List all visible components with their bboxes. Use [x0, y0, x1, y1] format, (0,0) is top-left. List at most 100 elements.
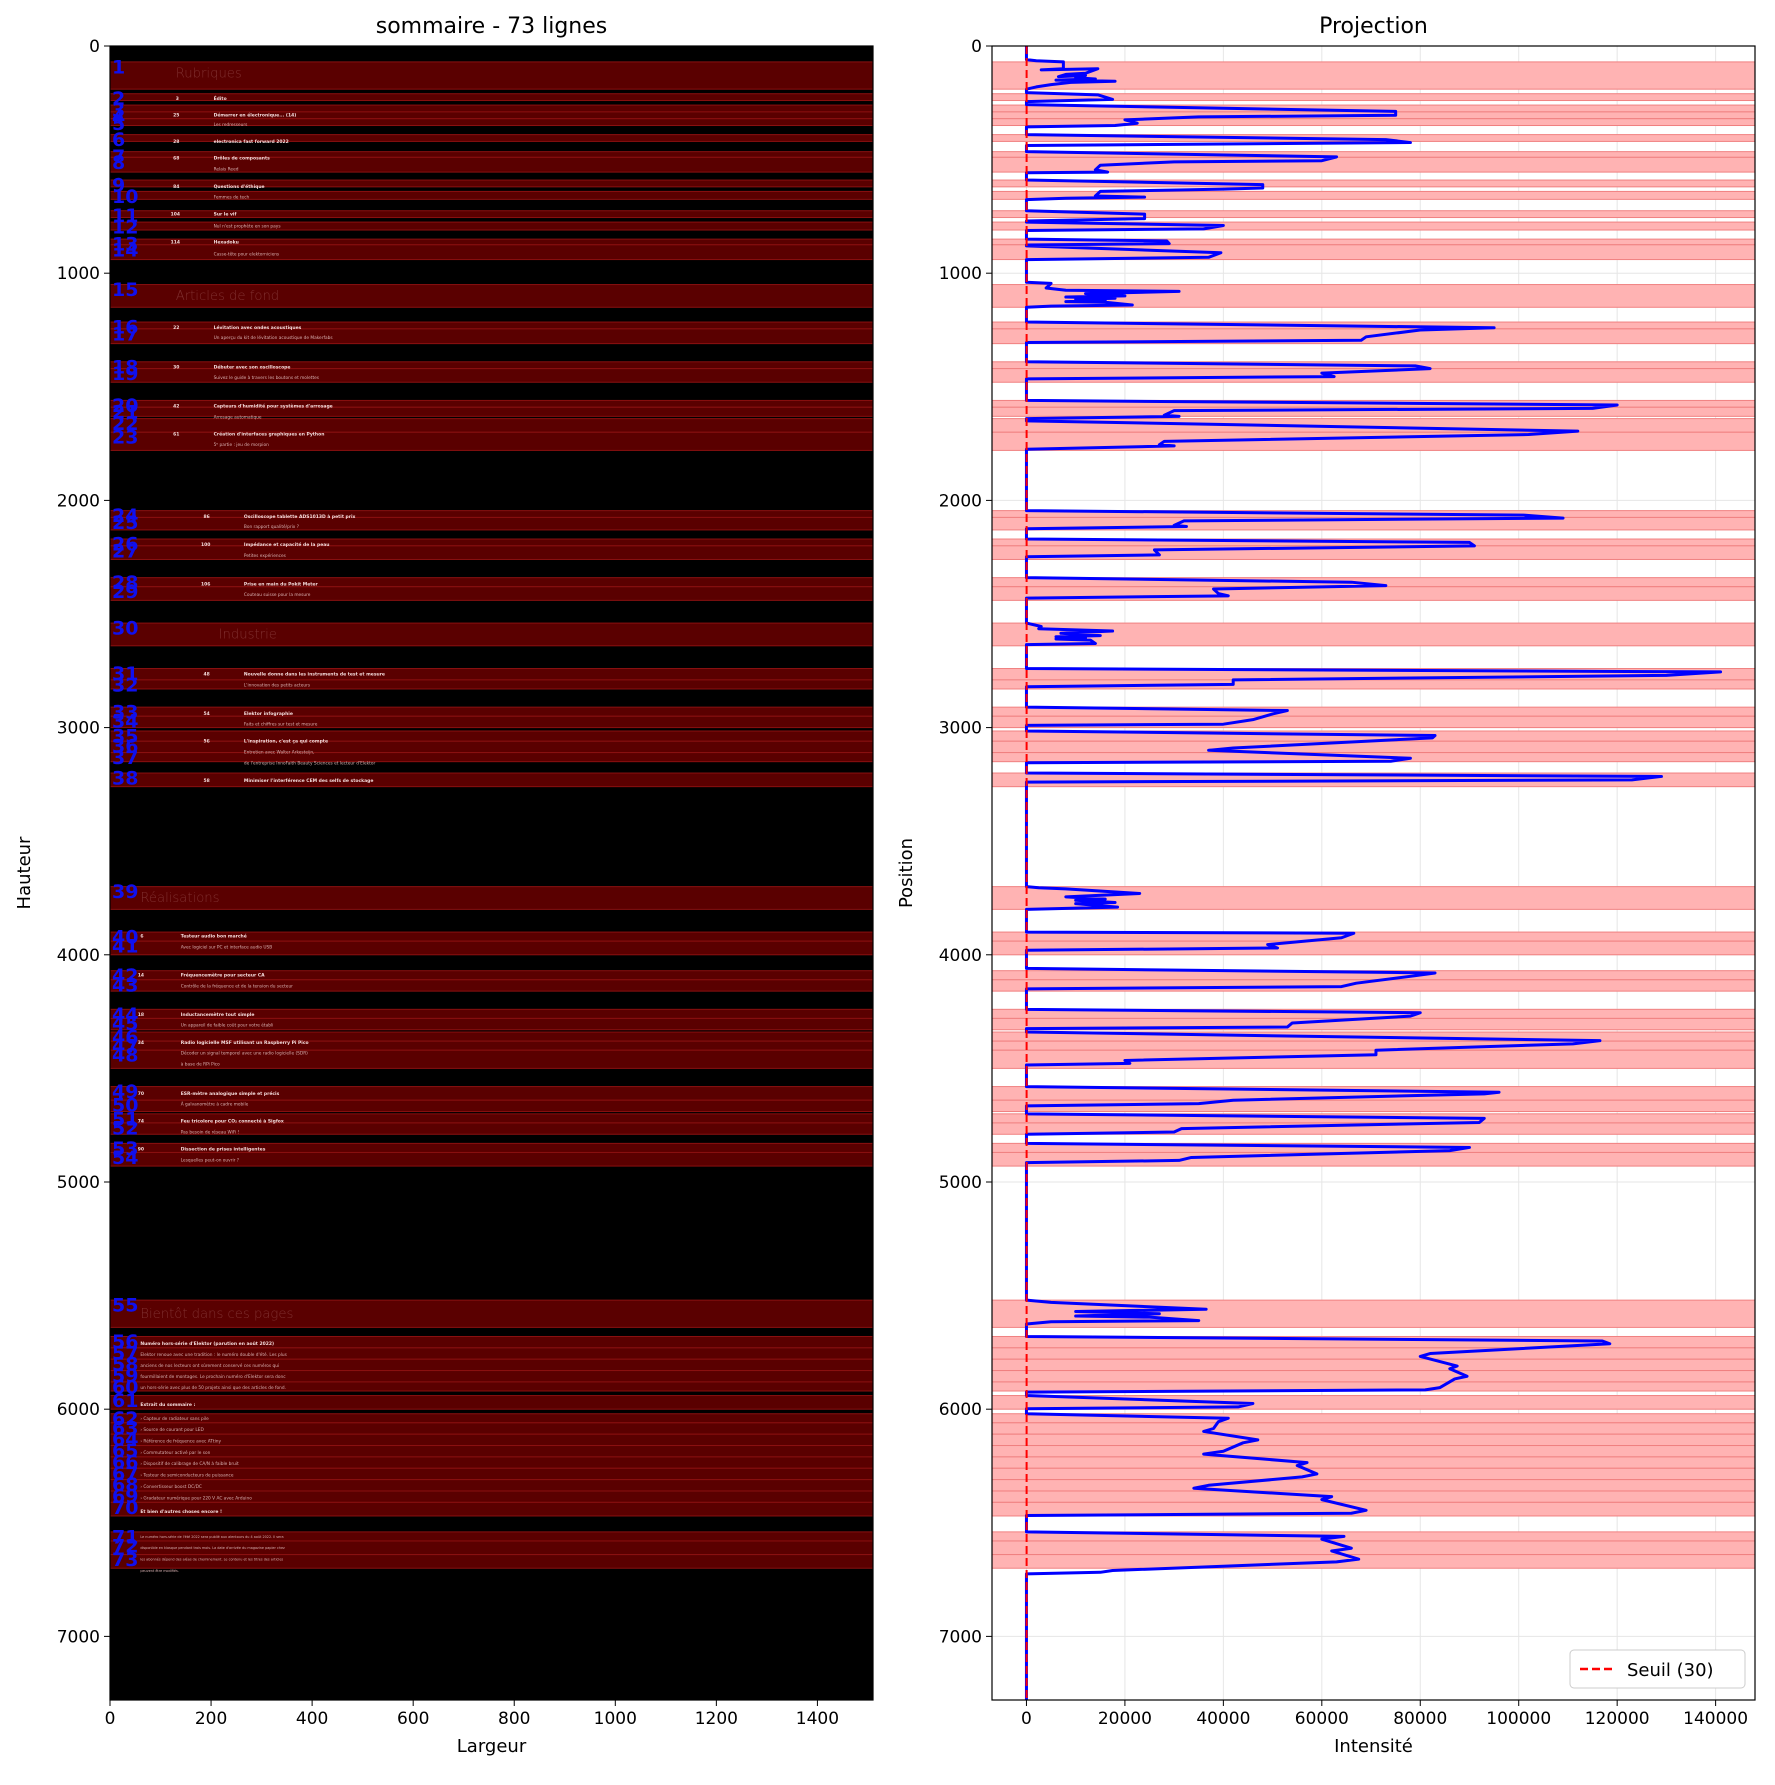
image-line-band — [110, 1479, 873, 1492]
line-number-label: 44 — [112, 1004, 138, 1026]
line-number-label: 32 — [112, 674, 138, 696]
document-text: › Gradateur numérique pour 220 V AC avec… — [140, 1494, 252, 1501]
document-text: Débuter avec son oscilloscope — [214, 364, 291, 371]
line-number-label: 60 — [112, 1376, 138, 1398]
document-text: disponible en kiosque pendant trois mois… — [140, 1546, 285, 1550]
left-x-tick-label: 1000 — [594, 1709, 637, 1729]
line-number-label: 9 — [112, 175, 125, 197]
line-number-label: 42 — [112, 965, 138, 987]
document-text: Industrie — [219, 627, 277, 642]
image-line-band — [110, 1017, 873, 1031]
image-line-band — [110, 1413, 873, 1424]
line-number-label: 57 — [112, 1342, 138, 1364]
document-text: Suivez le guide à travers les boutons et… — [214, 374, 320, 381]
line-number-label: 59 — [112, 1365, 138, 1387]
document-text: Les redresseurs — [214, 122, 249, 128]
image-line-band — [110, 740, 873, 754]
line-number-label: 38 — [112, 768, 138, 790]
projection-line-band — [992, 1540, 1755, 1556]
document-text: Réalisations — [140, 890, 219, 906]
image-line-band — [110, 156, 873, 173]
document-text: Petites expériences — [244, 552, 287, 559]
image-line-band — [110, 118, 873, 127]
document-text: Articles de fond — [176, 289, 279, 304]
image-line-band — [110, 93, 873, 102]
image-line-band — [110, 1031, 873, 1042]
line-number-label: 31 — [112, 663, 138, 685]
image-line-band — [110, 431, 873, 451]
line-number-label: 65 — [112, 1440, 138, 1462]
document-text: › Référence de fréquence avec ATtiny — [140, 1437, 221, 1444]
line-number-label: 40 — [112, 927, 138, 949]
image-line-band — [110, 679, 873, 690]
document-text: 84 — [173, 184, 179, 190]
document-text: Feu tricolore pour CO₂ connecté à Sigfox — [181, 1118, 284, 1125]
line-number-label: 11 — [112, 205, 138, 227]
document-text: › Capteur de radiateur sans pile — [140, 1416, 209, 1422]
line-number-label: 70 — [112, 1497, 138, 1519]
left-y-tick-label: 7000 — [57, 1627, 100, 1647]
line-number-label: 7 — [112, 146, 125, 168]
line-number-label: 18 — [112, 356, 138, 378]
image-line-band — [110, 104, 873, 113]
document-text: 25 — [173, 112, 179, 118]
document-text: Création d'interfaces graphiques en Pyth… — [214, 431, 325, 438]
document-text: Elektor renoue avec une tradition : le n… — [140, 1351, 287, 1358]
line-number-label: 14 — [112, 239, 138, 261]
right-y-tick-label: 7000 — [939, 1627, 982, 1647]
projection-line-band — [992, 1490, 1755, 1503]
line-number-label: 16 — [112, 317, 138, 339]
document-text: Un aperçu du kit de lévitation acoustiqu… — [214, 334, 334, 341]
line-number-label: 22 — [112, 413, 138, 435]
left-x-tick-label: 1400 — [796, 1709, 839, 1729]
document-text: Questions d'éthique — [214, 183, 265, 190]
projection-line-band — [992, 1467, 1755, 1481]
image-line-band — [110, 979, 873, 992]
right-y-tick-label: 0 — [971, 37, 982, 57]
projection-line-band — [992, 1370, 1755, 1383]
document-text: › Source de courant pour LED — [140, 1427, 204, 1433]
projection-line-band — [992, 1049, 1755, 1069]
image-line-band — [110, 221, 873, 231]
image-line-band — [110, 715, 873, 729]
line-number-label: 37 — [112, 747, 138, 769]
right-x-tick-label: 0 — [1021, 1709, 1032, 1729]
left-axes-frame — [109, 45, 874, 1701]
projection-line-band — [992, 1347, 1755, 1360]
left-axes: 0 200 400 600 800 1000 1200 1400010002000300040… — [57, 37, 874, 1729]
line-number-label: 67 — [112, 1463, 138, 1485]
line-number-label: 17 — [112, 323, 138, 345]
projection-line-band — [992, 940, 1755, 956]
document-text: 86 — [203, 514, 209, 520]
document-text: de l'entreprise InnoFaith Beauty Science… — [244, 760, 376, 766]
image-line-band — [110, 179, 873, 188]
line-number-label: 72 — [112, 1535, 138, 1557]
image-line-band — [110, 1122, 873, 1135]
line-number-label: 29 — [112, 581, 138, 603]
document-text: Le numéro hors-série de l'été 2022 sera … — [140, 1535, 283, 1539]
left-x-tick-label: 0 — [105, 1709, 116, 1729]
line-number-label: 61 — [112, 1390, 138, 1412]
image-line-band — [110, 510, 873, 518]
image-line-band — [110, 586, 873, 601]
document-text: 48 — [203, 672, 209, 678]
document-text: › Convertisseur boost DC/DC — [140, 1484, 202, 1490]
document-text: Casse-tête pour elektorniciens — [214, 250, 280, 257]
projection-line-band — [992, 1151, 1755, 1167]
document-text: 3 — [176, 96, 179, 102]
document-text: Inductancemètre tout simple — [181, 1011, 255, 1018]
line-number-label: 51 — [112, 1108, 138, 1130]
projection-line-band — [992, 284, 1755, 308]
left-x-tick-label: 200 — [195, 1709, 227, 1729]
document-text: Nouvelle donne dans les instruments de t… — [244, 672, 385, 678]
document-text: à base de RPi Pico — [181, 1060, 220, 1067]
line-number-label: 1 — [112, 56, 125, 78]
line-number-label: 55 — [112, 1295, 138, 1317]
document-text: Extrait du sommaire : — [140, 1402, 195, 1408]
image-line-band — [110, 1433, 873, 1447]
right-y-tick-label: 2000 — [939, 491, 982, 511]
document-text: Testeur audio bon marché — [181, 933, 247, 940]
document-text: 58 — [203, 778, 209, 784]
document-text: 42 — [173, 404, 179, 410]
